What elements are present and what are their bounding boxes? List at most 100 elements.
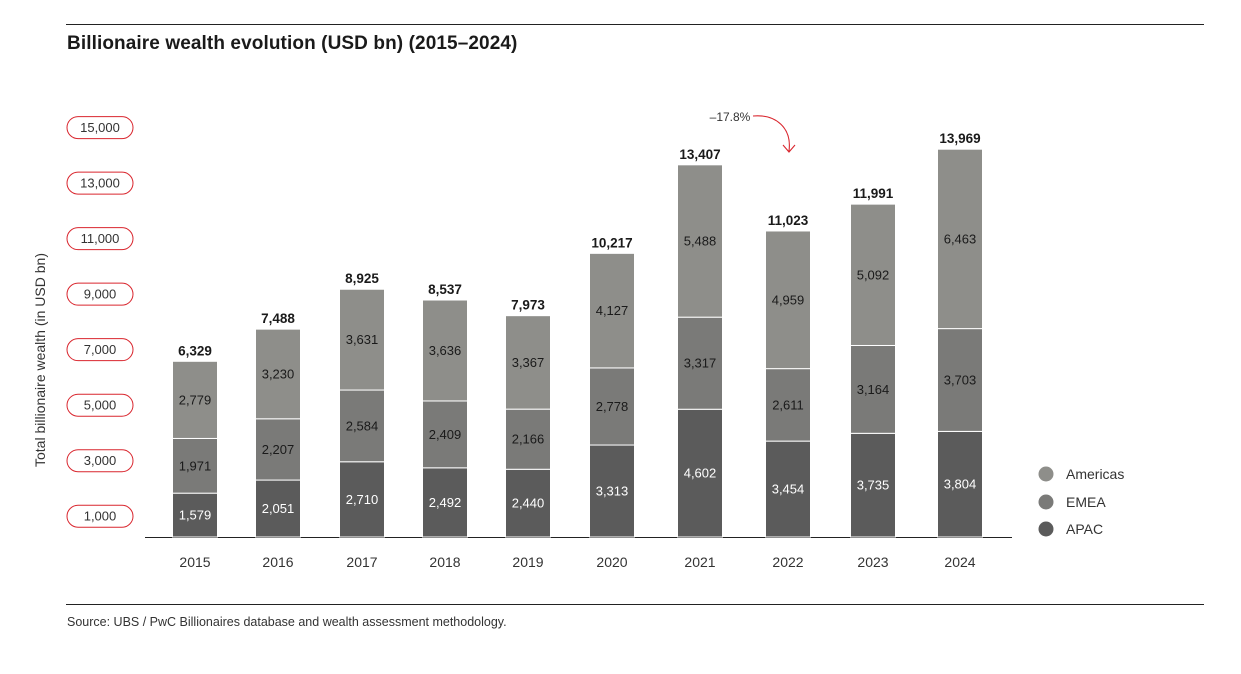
segment-value-label: 2,440 xyxy=(512,496,545,511)
segment-value-label: 3,367 xyxy=(512,355,545,370)
bar-segment-apac xyxy=(765,440,811,538)
segment-value-label: 2,710 xyxy=(346,492,379,507)
segment-value-label: 3,230 xyxy=(262,366,295,381)
segment-value-label: 4,127 xyxy=(596,303,629,318)
x-tick-label: 2020 xyxy=(596,554,627,570)
y-tick-label: 9,000 xyxy=(84,287,117,302)
segment-value-label: 3,164 xyxy=(857,382,890,397)
bar-segment-americas xyxy=(339,288,385,391)
bar-segment-apac xyxy=(255,479,301,538)
legend-label: Americas xyxy=(1066,466,1124,482)
y-tick-label: 11,000 xyxy=(81,231,120,246)
total-value-label: 11,991 xyxy=(853,186,894,201)
y-tick-label: 5,000 xyxy=(84,398,117,413)
y-tick-pill xyxy=(66,116,134,140)
bar-segment-apac xyxy=(850,432,896,538)
y-tick-label: 15,000 xyxy=(80,120,120,135)
segment-value-label: 3,631 xyxy=(346,332,379,347)
chart-title: Billionaire wealth evolution (USD bn) (2… xyxy=(67,33,518,54)
y-tick-label: 3,000 xyxy=(84,453,117,468)
y-tick-label: 13,000 xyxy=(80,176,120,191)
segment-value-label: 4,602 xyxy=(684,466,717,481)
y-tick-pill xyxy=(66,393,134,417)
y-tick-pill xyxy=(66,338,134,362)
x-tick-label: 2022 xyxy=(772,554,803,570)
bar-segment-americas xyxy=(937,148,983,330)
source-note: Source: UBS / PwC Billionaires database … xyxy=(67,615,507,629)
segment-value-label: 2,778 xyxy=(596,399,629,414)
segment-value-label: 1,971 xyxy=(179,458,212,473)
bar-segment-americas xyxy=(505,315,551,410)
annotation-arrowhead xyxy=(782,144,796,153)
total-value-label: 6,329 xyxy=(178,343,212,358)
x-tick-label: 2023 xyxy=(857,554,888,570)
segment-value-label: 2,207 xyxy=(262,442,295,457)
x-tick-label: 2016 xyxy=(262,554,293,570)
y-tick-pill xyxy=(66,227,134,251)
bar-segment-emea xyxy=(172,437,218,494)
legend-swatch xyxy=(1038,521,1054,537)
segment-value-label: 3,454 xyxy=(772,482,805,497)
bar-segment-emea xyxy=(589,367,635,446)
bar-segment-emea xyxy=(422,400,468,469)
y-tick-pill xyxy=(66,282,134,306)
bar-segment-americas xyxy=(850,203,896,346)
total-value-label: 10,217 xyxy=(591,235,632,250)
segment-value-label: 2,409 xyxy=(429,427,462,442)
y-tick-label: 1,000 xyxy=(84,509,117,524)
y-axis-label: Total billionaire wealth (in USD bn) xyxy=(32,253,48,467)
total-value-label: 13,407 xyxy=(679,147,720,162)
bar-segment-americas xyxy=(172,360,218,439)
bar-segment-emea xyxy=(765,368,811,442)
total-value-label: 8,925 xyxy=(345,271,379,286)
x-tick-label: 2024 xyxy=(944,554,975,570)
bar-segment-emea xyxy=(677,316,723,410)
bar-segment-apac xyxy=(589,444,635,538)
segment-value-label: 2,166 xyxy=(512,432,545,447)
bar-segment-emea xyxy=(255,418,301,481)
segment-value-label: 3,636 xyxy=(429,343,462,358)
change-annotation: –17.8% xyxy=(710,110,751,124)
legend-swatch xyxy=(1038,494,1054,510)
bar-segment-apac xyxy=(339,461,385,538)
bar-segment-americas xyxy=(422,299,468,402)
legend-label: APAC xyxy=(1066,521,1103,537)
x-tick-label: 2018 xyxy=(429,554,460,570)
top-rule xyxy=(66,24,1204,25)
segment-value-label: 2,492 xyxy=(429,495,462,510)
x-tick-label: 2021 xyxy=(684,554,715,570)
segment-value-label: 3,313 xyxy=(596,484,629,499)
segment-value-label: 2,051 xyxy=(262,501,295,516)
segment-value-label: 1,579 xyxy=(179,508,212,523)
segment-value-label: 2,584 xyxy=(346,418,379,433)
x-tick-label: 2015 xyxy=(179,554,210,570)
segment-value-label: 3,804 xyxy=(944,477,977,492)
legend-swatch xyxy=(1038,466,1054,482)
bar-segment-emea xyxy=(505,408,551,470)
segment-value-label: 5,092 xyxy=(857,267,890,282)
bar-segment-apac xyxy=(422,467,468,538)
bar-segment-emea xyxy=(339,389,385,463)
segment-value-label: 3,735 xyxy=(857,478,890,493)
bar-segment-americas xyxy=(589,252,635,369)
y-tick-pill xyxy=(66,449,134,473)
bar-segment-apac xyxy=(505,468,551,538)
total-value-label: 13,969 xyxy=(939,131,980,146)
bar-segment-emea xyxy=(937,328,983,432)
segment-value-label: 2,779 xyxy=(179,392,212,407)
legend-label: EMEA xyxy=(1066,494,1106,510)
total-value-label: 7,973 xyxy=(511,298,545,313)
bar-segment-americas xyxy=(677,164,723,318)
bar-segment-americas xyxy=(765,230,811,370)
total-value-label: 11,023 xyxy=(768,213,809,228)
y-tick-pill xyxy=(66,171,134,195)
bar-segment-apac xyxy=(172,492,218,538)
segment-value-label: 4,959 xyxy=(772,292,805,307)
annotation-arrow xyxy=(752,115,790,152)
x-tick-label: 2019 xyxy=(512,554,543,570)
x-tick-label: 2017 xyxy=(346,554,377,570)
segment-value-label: 5,488 xyxy=(684,233,717,248)
total-value-label: 8,537 xyxy=(428,282,462,297)
segment-value-label: 6,463 xyxy=(944,231,977,246)
